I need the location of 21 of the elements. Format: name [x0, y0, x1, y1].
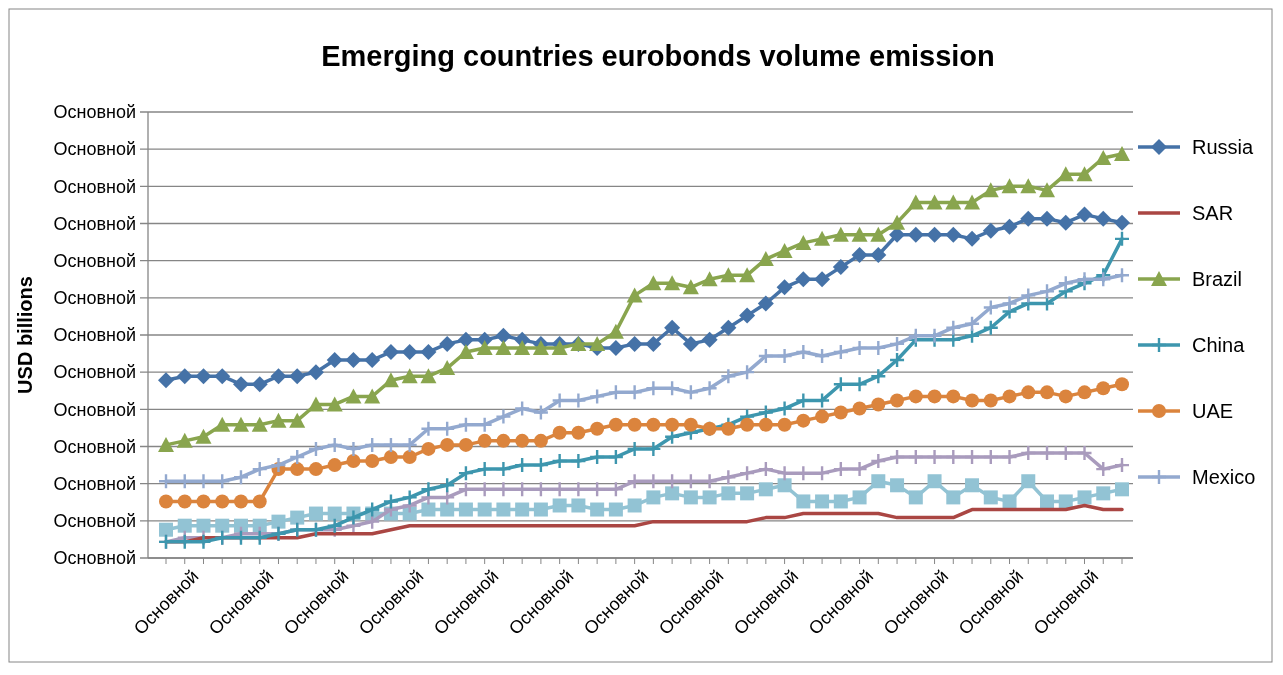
- text: Основной: [53, 250, 136, 271]
- text: Основной: [53, 325, 136, 346]
- legend-label: UAE: [1192, 400, 1234, 422]
- legend-label: Brazil: [1192, 268, 1243, 290]
- y-axis-title: USD billions: [14, 276, 36, 394]
- text: Основной: [53, 511, 136, 532]
- text: Основной: [53, 436, 136, 457]
- text: Основной: [53, 176, 136, 197]
- text: Основной: [53, 288, 136, 309]
- text: Основной: [53, 139, 136, 160]
- legend-label: Mexico: [1192, 466, 1256, 488]
- text: Основной: [53, 473, 136, 494]
- text: Основной: [53, 548, 136, 569]
- legend-label: Russia: [1192, 136, 1255, 158]
- legend-label: SAR: [1192, 202, 1234, 224]
- chart-title: Emerging countries eurobonds volume emission: [321, 40, 995, 72]
- legend-label: China: [1192, 334, 1246, 356]
- text: Основной: [53, 102, 136, 123]
- text: Основной: [53, 399, 136, 420]
- text: Основной: [53, 362, 136, 383]
- text: Основной: [53, 213, 136, 234]
